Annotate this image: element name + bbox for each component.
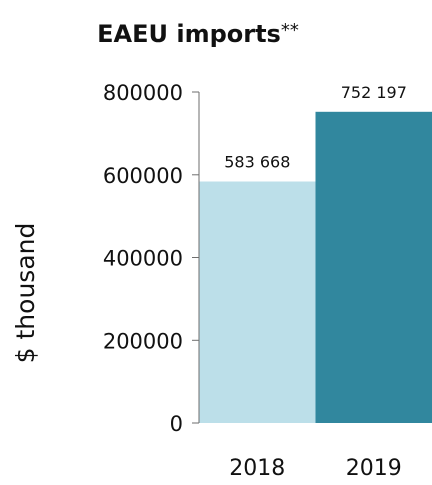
chart-title-text: EAEU imports <box>97 20 281 48</box>
chart-title: EAEU imports** <box>97 20 299 48</box>
chart-title-suffix: ** <box>281 20 299 41</box>
plot-area: 583 668 2018 752 197 2019 0 200000 400000 60000… <box>103 81 432 481</box>
x-tick-label-2018: 2018 <box>229 456 285 481</box>
y-tick-label: 600000 <box>103 164 183 188</box>
x-tick-label-2019: 2019 <box>346 456 402 481</box>
y-tick-label: 0 <box>170 412 183 436</box>
data-label-2018: 583 668 <box>224 153 290 172</box>
y-tick-label: 200000 <box>103 329 183 353</box>
bar-2018 <box>199 181 316 423</box>
y-tick-label: 400000 <box>103 247 183 271</box>
data-label-2019: 752 197 <box>341 83 407 102</box>
y-tick-label: 800000 <box>103 81 183 105</box>
bar-2019 <box>315 111 432 424</box>
y-axis-label: $ thousand <box>11 223 40 364</box>
